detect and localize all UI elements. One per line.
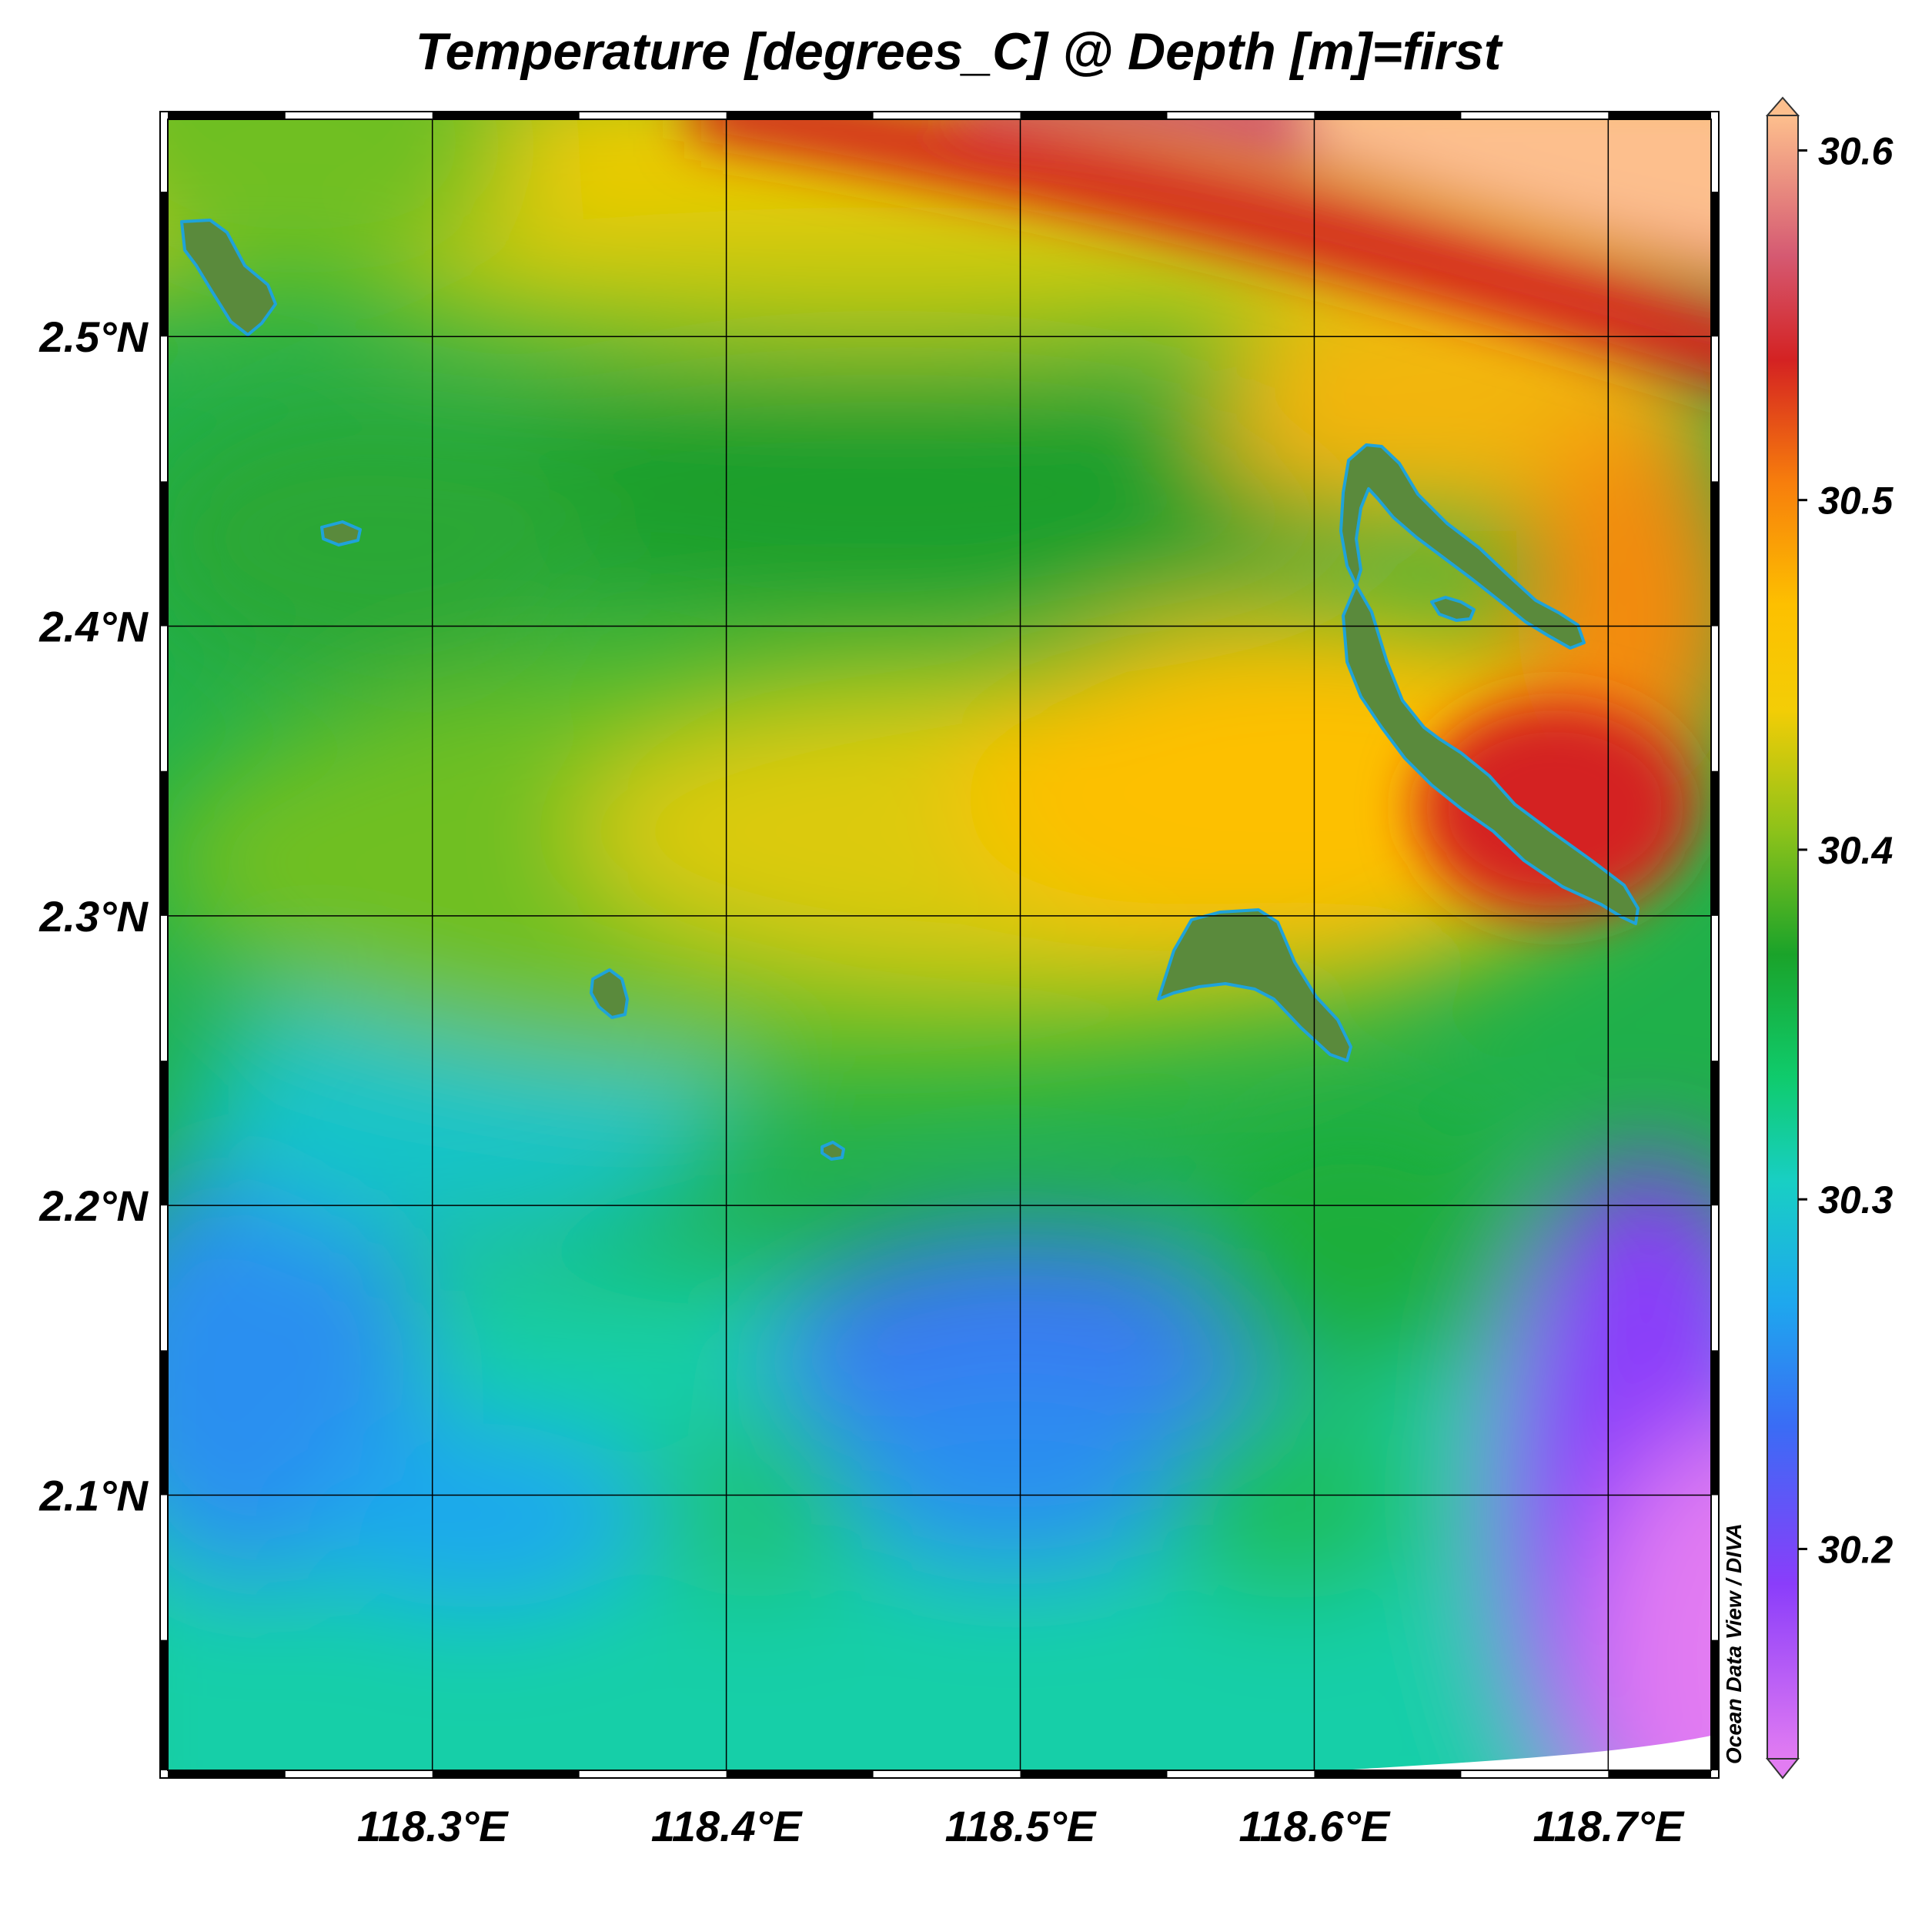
frame-inner: [167, 119, 1712, 1771]
frame-segment: [160, 1350, 168, 1496]
frame-segment: [160, 1639, 168, 1770]
longitude-tick-label: 118.5°E: [945, 1802, 1097, 1850]
frame-segment: [1711, 192, 1719, 337]
latitude-tick-label: 2.2°N: [38, 1181, 149, 1230]
latitude-tick-label: 2.5°N: [38, 312, 149, 361]
colorbar-tick-label: 30.4: [1818, 829, 1893, 872]
latitude-tick-label: 2.1°N: [38, 1472, 149, 1520]
longitude-tick-label: 118.7°E: [1533, 1802, 1684, 1850]
frame-segment: [1314, 1770, 1462, 1778]
colorbar: 30.2 30.3 30.4 30.5 30.6: [1765, 96, 1894, 1780]
longitude-tick-label: 118.3°E: [357, 1802, 509, 1850]
frame-segment: [1314, 112, 1462, 119]
frame-segment: [1711, 1639, 1719, 1770]
map-frame: [159, 111, 1720, 1779]
latitude-tick-label: 2.4°N: [38, 603, 149, 651]
island-northwest: [180, 219, 277, 336]
frame-segment: [160, 481, 168, 627]
island-northeast-arc: [1339, 443, 1586, 650]
longitude-tick-label: 118.6°E: [1239, 1802, 1391, 1850]
frame-outer: [159, 111, 1720, 1779]
credit-text: Ocean Data View / DIVA: [1722, 1523, 1746, 1764]
frame-segment: [1711, 770, 1719, 916]
frame-segment: [168, 112, 286, 119]
grid-lines: [168, 119, 1711, 1770]
frame-segment: [1020, 112, 1168, 119]
frame-segment: [160, 770, 168, 916]
frame-segment: [160, 1061, 168, 1206]
colorbar-tick-label: 30.3: [1818, 1178, 1894, 1222]
frame-segment: [432, 1770, 580, 1778]
frame-segment: [1608, 112, 1711, 119]
frame-segment: [1711, 481, 1719, 627]
frame-segment: [160, 192, 168, 337]
frame-segment: [168, 1770, 286, 1778]
islet-east: [1430, 596, 1476, 622]
island-tiny-south: [821, 1141, 845, 1161]
island-central: [1157, 908, 1352, 1062]
colorbar-tick-label: 30.6: [1818, 129, 1894, 172]
no-data-region: [1339, 1736, 1711, 1770]
map-title: Temperature [degrees_C] @ Depth [m]=firs…: [416, 22, 1503, 81]
colorbar-tick-label: 30.5: [1818, 480, 1894, 523]
frame-segment: [1020, 1770, 1168, 1778]
latitude-tick-label: 2.3°N: [38, 892, 149, 941]
longitude-labels: 118.3°E 118.4°E 118.5°E 118.6°E 118.7°E: [357, 1802, 1685, 1850]
frame-segment: [1608, 1770, 1711, 1778]
frame-segment: [1711, 1061, 1719, 1206]
frame-segment: [726, 1770, 874, 1778]
longitude-tick-label: 118.4°E: [651, 1802, 803, 1850]
island-central-west: [590, 968, 629, 1019]
island-small-west: [320, 520, 362, 546]
colorbar-bottom-arrow: [1765, 1758, 1800, 1780]
latitude-labels: 2.1°N 2.2°N 2.3°N 2.4°N 2.5°N: [38, 312, 149, 1519]
frame-segment: [432, 112, 580, 119]
frame-segment: [1711, 1350, 1719, 1496]
colorbar-ticks: 30.2 30.3 30.4 30.5 30.6: [1798, 129, 1894, 1571]
frame-segment: [726, 112, 874, 119]
colorbar-tick-label: 30.2: [1818, 1528, 1894, 1571]
colorbar-body: [1767, 115, 1799, 1760]
colorbar-top-arrow: [1765, 96, 1800, 116]
